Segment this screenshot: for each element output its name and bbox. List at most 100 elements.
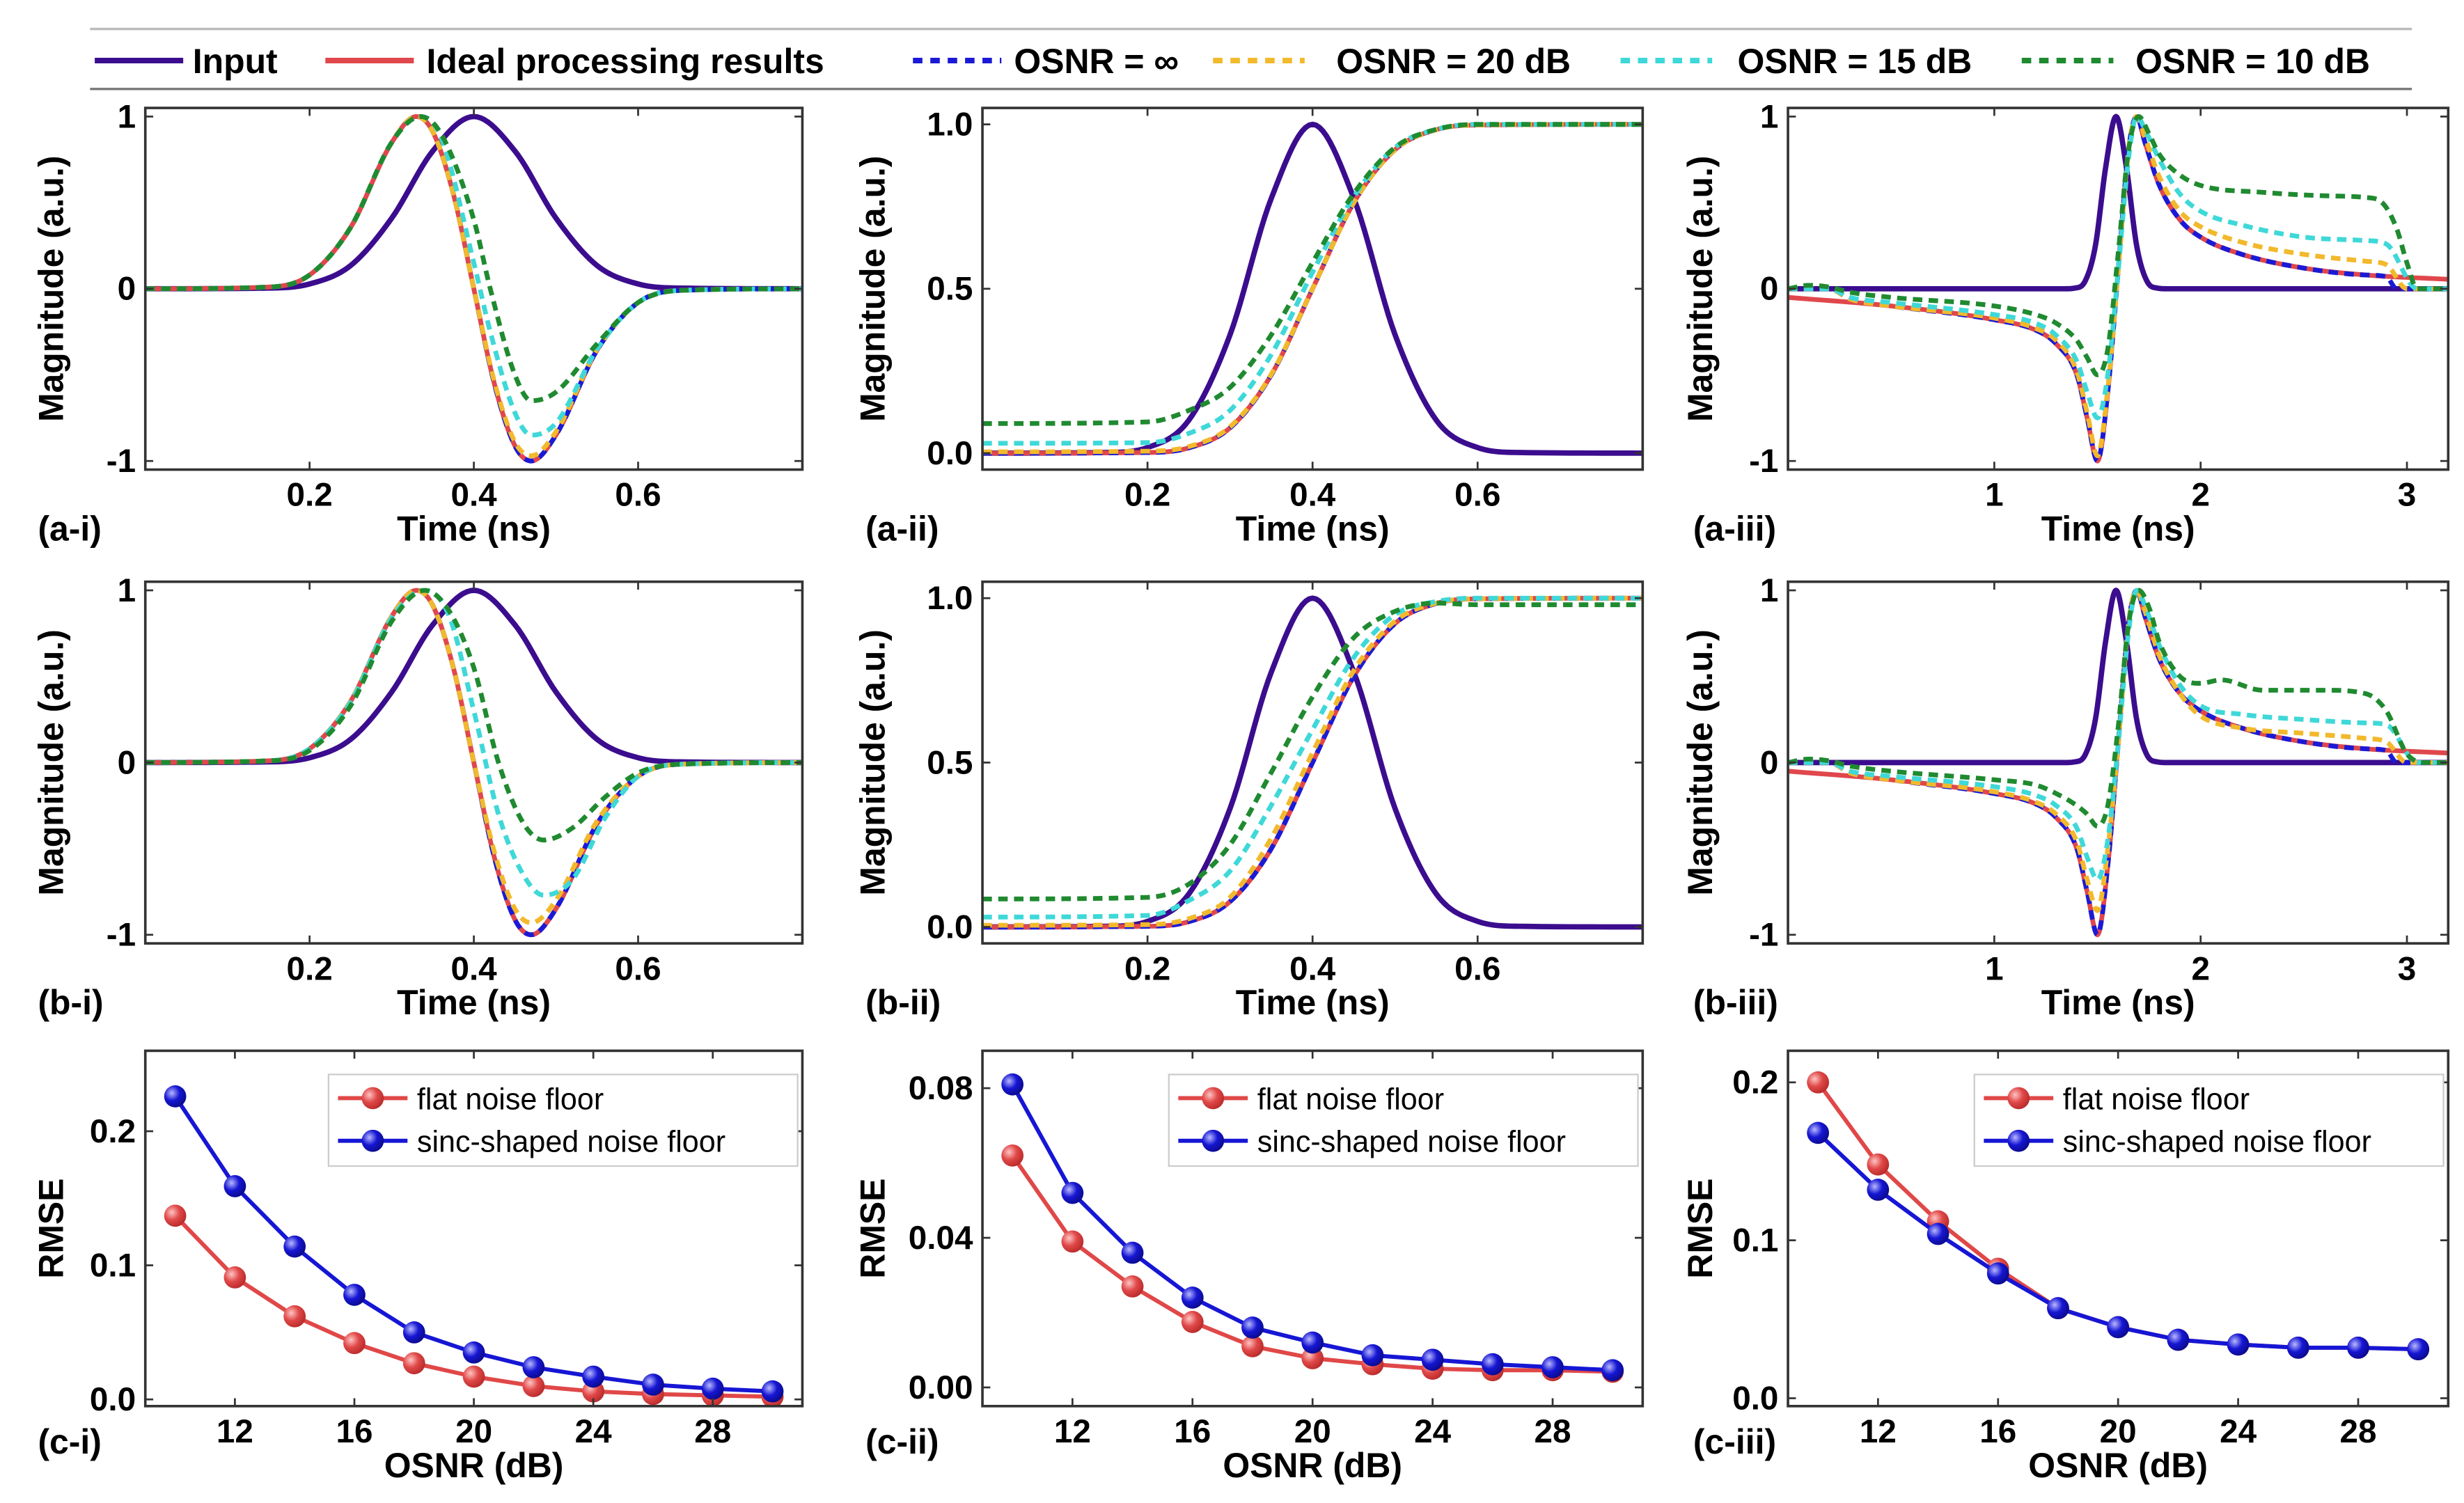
series-group xyxy=(1001,1073,1624,1383)
y-tick-label: 0.0 xyxy=(927,435,973,472)
x-tick-label: 3 xyxy=(2398,477,2417,514)
panel-label: (c-iii) xyxy=(1693,1422,1776,1461)
y-axis-label: Magnitude (a.u.) xyxy=(1681,629,1720,895)
data-point xyxy=(1241,1335,1264,1358)
legend-label: flat noise floor xyxy=(2063,1083,2250,1116)
y-tick-label: 0.04 xyxy=(909,1220,973,1257)
y-tick-label: 1 xyxy=(1760,98,1779,135)
y-tick-label: 0.2 xyxy=(1732,1064,1778,1101)
series-group xyxy=(982,595,1643,930)
panel-a-i: 0.2 0.4 0.6 -1 0 1 Time (ns) Magnitude (a.u.) (a… xyxy=(32,98,804,549)
legend-marker xyxy=(2007,1087,2030,1110)
y-tick-label: 0.5 xyxy=(927,744,973,781)
data-point xyxy=(642,1374,664,1396)
x-tick-label: 0.4 xyxy=(450,950,497,987)
data-point xyxy=(2407,1338,2430,1361)
panel-c-i: 12 16 20 24 28 0.0 0.1 0.2 OSNR (dB) RMSE (c-i) fla… xyxy=(32,1049,804,1485)
data-point xyxy=(1121,1241,1144,1264)
y-axis-label: Magnitude (a.u.) xyxy=(853,629,892,895)
panel-a-iii: 1 2 3 -1 0 1 Time (ns) Magnitude (a.u.) (a-iii) xyxy=(1681,98,2450,549)
y-axis-label: Magnitude (a.u.) xyxy=(853,156,892,422)
y-tick-label: -1 xyxy=(1749,443,1778,480)
data-point xyxy=(1301,1331,1324,1354)
data-point xyxy=(1361,1344,1384,1367)
series-group xyxy=(164,1085,784,1406)
series-line-osnr-15-db xyxy=(982,595,1643,920)
data-point xyxy=(283,1305,306,1328)
y-axis-label: Magnitude (a.u.) xyxy=(32,629,71,895)
x-tick-label: 0.4 xyxy=(1289,477,1336,514)
series-group xyxy=(1788,588,2449,938)
legend-label: OSNR = 15 dB xyxy=(1737,42,1972,81)
y-tick-label: 0 xyxy=(118,744,136,781)
y-tick-label: 1.0 xyxy=(927,107,973,143)
data-point xyxy=(1986,1262,2009,1285)
x-axis-label: Time (ns) xyxy=(1236,983,1390,1022)
data-point xyxy=(462,1365,485,1388)
series-line-osnr-15-db xyxy=(982,122,1643,446)
legend-label: sinc-shaped noise floor xyxy=(1257,1126,1566,1159)
series-group xyxy=(1807,1071,2430,1361)
legend-marker xyxy=(361,1129,384,1152)
x-tick-label: 28 xyxy=(2340,1413,2377,1450)
data-point xyxy=(223,1175,246,1197)
x-axis-label: Time (ns) xyxy=(2041,510,2195,549)
y-tick-label: 0.00 xyxy=(909,1369,973,1406)
series-line-input xyxy=(982,595,1643,930)
x-tick-label: 0.2 xyxy=(1124,950,1170,987)
x-tick-label: 24 xyxy=(2220,1413,2257,1450)
data-point xyxy=(2227,1333,2250,1356)
data-point xyxy=(164,1085,187,1108)
series-line-osnr-10-db xyxy=(145,588,803,843)
y-axis-label: Magnitude (a.u.) xyxy=(32,156,71,422)
y-tick-label: 0.0 xyxy=(1732,1380,1778,1417)
panel-b-i: 0.2 0.4 0.6 -1 0 1 Time (ns) Magnitude (a.u.) (b… xyxy=(32,572,804,1022)
chart-legend: flat noise floor sinc-shaped noise floor xyxy=(1168,1073,1639,1167)
data-point xyxy=(343,1284,366,1306)
x-tick-label: 12 xyxy=(1860,1413,1897,1450)
x-tick-label: 0.6 xyxy=(615,950,661,987)
y-tick-label: -1 xyxy=(1749,917,1778,954)
data-point xyxy=(462,1341,485,1364)
x-tick-label: 0.4 xyxy=(1289,950,1336,987)
series-line-osnr-10-db xyxy=(982,600,1643,902)
y-tick-label: 1.0 xyxy=(927,580,973,617)
y-tick-label: -1 xyxy=(107,443,136,480)
x-tick-label: 2 xyxy=(2191,950,2210,987)
y-tick-label: 0 xyxy=(1760,271,1779,308)
x-tick-label: 0.6 xyxy=(1454,477,1500,514)
legend-marker xyxy=(1202,1129,1225,1152)
series-group xyxy=(982,121,1643,456)
panel-label: (b-iii) xyxy=(1693,983,1778,1022)
legend-marker xyxy=(2007,1129,2030,1152)
panel-c-ii: 12 16 20 24 28 0.00 0.04 0.08 OSNR (dB) RMSE (c-ii… xyxy=(853,1049,1645,1485)
series-line-input xyxy=(145,113,803,292)
y-tick-label: 0.0 xyxy=(90,1381,136,1418)
y-tick-label: 0.2 xyxy=(90,1113,136,1150)
x-tick-label: 24 xyxy=(1414,1413,1451,1450)
panel-label: (b-ii) xyxy=(865,983,941,1022)
x-tick-label: 0.6 xyxy=(1454,950,1500,987)
x-tick-label: 16 xyxy=(1979,1413,2016,1450)
series-line-input xyxy=(1788,588,2449,766)
legend-label: Input xyxy=(193,42,278,81)
x-tick-label: 28 xyxy=(694,1413,731,1450)
y-tick-label: 0.1 xyxy=(90,1247,136,1284)
data-point xyxy=(1927,1222,1949,1245)
y-axis-label: RMSE xyxy=(853,1179,892,1279)
data-point xyxy=(1061,1230,1084,1253)
data-point xyxy=(1807,1122,1830,1144)
data-point xyxy=(522,1375,545,1397)
x-tick-label: 20 xyxy=(455,1413,492,1450)
x-axis-label: Time (ns) xyxy=(397,510,551,549)
data-point xyxy=(2286,1337,2309,1359)
legend-label: sinc-shaped noise floor xyxy=(2063,1126,2371,1159)
panel-label: (c-i) xyxy=(38,1422,101,1461)
data-point xyxy=(1001,1144,1024,1167)
legend-label: OSNR = 20 dB xyxy=(1336,42,1571,81)
series-line-osnr-20-db xyxy=(1788,588,2449,913)
data-point xyxy=(1867,1179,1890,1201)
series-line-osnr-15-db xyxy=(1788,588,2449,882)
data-point xyxy=(1807,1071,1830,1094)
